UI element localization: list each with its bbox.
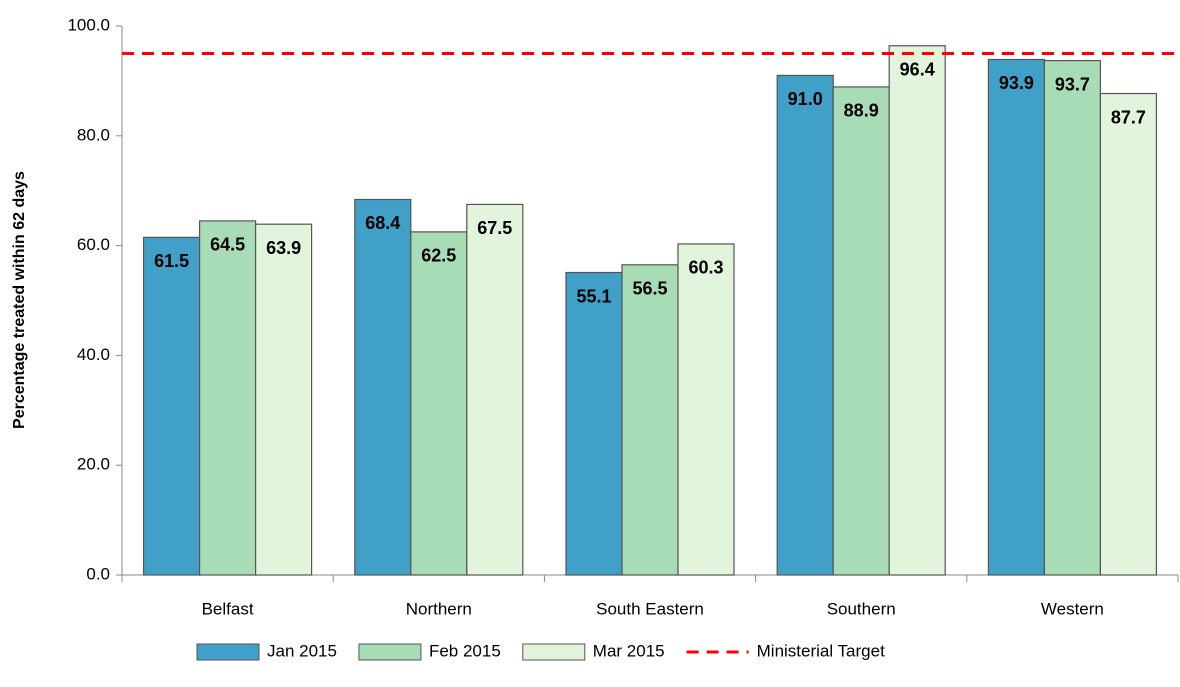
y-axis-label: Percentage treated within 62 days xyxy=(11,171,28,429)
value-label: 60.3 xyxy=(688,258,723,278)
x-tick-label: Western xyxy=(1041,599,1104,618)
legend-swatch xyxy=(196,643,260,661)
y-tick-label: 40.0 xyxy=(77,345,110,364)
value-label: 55.1 xyxy=(576,286,611,306)
bar xyxy=(565,271,623,576)
value-label: 67.5 xyxy=(477,218,512,238)
value-label: 93.9 xyxy=(999,73,1034,93)
legend-label: Mar 2015 xyxy=(593,641,665,660)
y-tick-label: 0.0 xyxy=(86,564,110,583)
legend-label: Feb 2015 xyxy=(429,641,501,660)
legend-label: Jan 2015 xyxy=(267,641,337,660)
value-label: 56.5 xyxy=(632,279,667,299)
bar xyxy=(987,58,1046,576)
bar xyxy=(1043,59,1102,576)
value-label: 96.4 xyxy=(900,60,935,80)
value-label: 64.5 xyxy=(210,235,245,255)
bar xyxy=(143,236,201,576)
bar xyxy=(888,45,946,576)
value-label: 93.7 xyxy=(1055,74,1090,94)
value-label: 68.4 xyxy=(365,213,400,233)
bar xyxy=(776,74,834,576)
legend-swatch xyxy=(522,643,586,661)
bar xyxy=(621,264,679,576)
x-tick-label: South Eastern xyxy=(596,599,704,618)
legend-label: Ministerial Target xyxy=(757,641,885,660)
bar xyxy=(255,223,313,576)
value-label: 62.5 xyxy=(421,246,456,266)
bar xyxy=(199,220,257,576)
bar xyxy=(1099,92,1158,576)
x-tick-label: Belfast xyxy=(202,599,254,618)
y-tick-label: 100.0 xyxy=(67,15,110,34)
bar xyxy=(832,86,890,576)
value-label: 87.7 xyxy=(1111,107,1146,127)
legend-swatch xyxy=(358,643,422,661)
value-label: 63.9 xyxy=(266,238,301,258)
x-tick-label: Northern xyxy=(406,599,472,618)
bar xyxy=(354,198,412,576)
value-label: 91.0 xyxy=(788,89,823,109)
y-tick-label: 80.0 xyxy=(77,125,110,144)
bar xyxy=(677,243,735,576)
y-tick-label: 60.0 xyxy=(77,235,110,254)
bar xyxy=(466,203,524,576)
bar xyxy=(410,231,468,576)
y-tick-label: 20.0 xyxy=(77,455,110,474)
x-tick-label: Southern xyxy=(827,599,896,618)
value-label: 61.5 xyxy=(154,251,189,271)
value-label: 88.9 xyxy=(844,101,879,121)
